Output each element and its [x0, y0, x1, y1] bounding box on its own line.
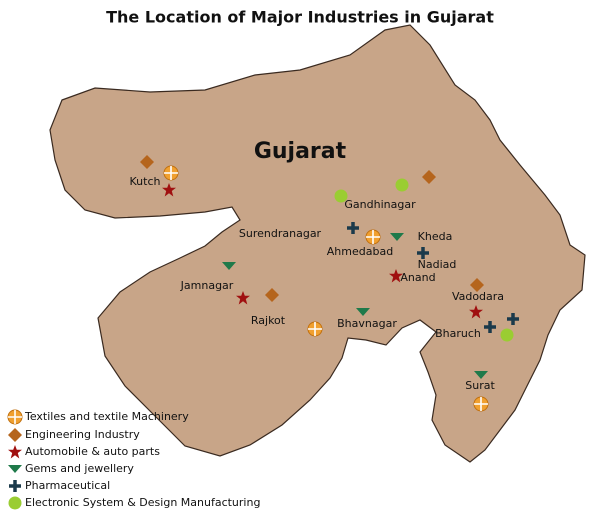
legend-symbol	[8, 465, 22, 473]
city-labels: Kutch Gandhinagar Surendranagar Ahmedabad Kh…	[130, 175, 505, 392]
textiles-marker	[473, 396, 489, 412]
electronics-marker	[395, 178, 409, 192]
textiles-marker	[307, 321, 323, 337]
city-label: Kheda	[418, 230, 453, 243]
city-label: Anand	[400, 271, 435, 284]
legend-symbol	[8, 496, 22, 510]
city-label: Rajkot	[251, 314, 286, 327]
city-label: Bhavnagar	[337, 317, 397, 330]
electronics-marker	[334, 189, 348, 203]
city-label: Nadiad	[418, 258, 457, 271]
state-outline	[49, 24, 586, 463]
map-title: The Location of Major Industries in Guja…	[106, 8, 494, 27]
textiles-marker	[163, 165, 179, 181]
legend-label: Electronic System & Design Manufacturing	[25, 496, 260, 509]
city-label: Bharuch	[435, 327, 481, 340]
legend-label: Automobile & auto parts	[25, 445, 160, 458]
city-label: Jamnagar	[180, 279, 234, 292]
legend-symbol	[7, 409, 23, 425]
city-label: Ahmedabad	[327, 245, 393, 258]
city-label: Surat	[465, 379, 495, 392]
legend-label: Engineering Industry	[25, 428, 140, 441]
legend-symbol	[8, 445, 22, 459]
electronics-marker	[500, 328, 514, 342]
legend-label: Pharmaceutical	[25, 479, 110, 492]
legend-symbol	[8, 428, 22, 442]
textiles-marker	[365, 229, 381, 245]
city-label: Kutch	[130, 175, 161, 188]
legend: Textiles and textile Machinery Engineeri…	[7, 409, 260, 510]
city-label: Surendranagar	[239, 227, 322, 240]
legend-symbol	[7, 478, 23, 494]
legend-label: Textiles and textile Machinery	[24, 410, 189, 423]
city-label: Vadodara	[452, 290, 504, 303]
state-label: Gujarat	[254, 139, 347, 164]
legend-label: Gems and jewellery	[25, 462, 134, 475]
city-label: Gandhinagar	[344, 198, 416, 211]
